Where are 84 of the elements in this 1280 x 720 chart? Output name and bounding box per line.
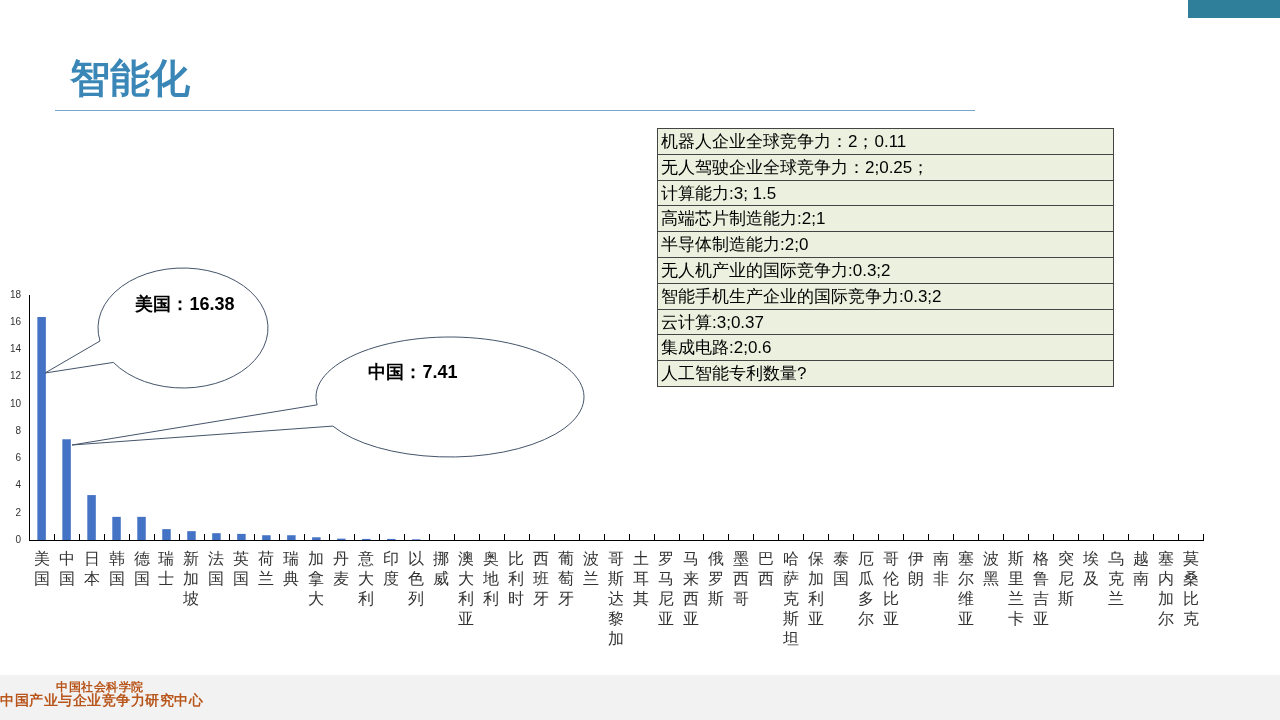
chart-title: 智能化 [70, 55, 190, 102]
x-tick-label: 韩国 [108, 549, 125, 589]
bar [37, 317, 46, 540]
x-tick-label: 哈萨克斯坦 [781, 549, 799, 649]
bar [212, 533, 221, 540]
bar [262, 535, 271, 540]
y-tick-label: 12 [10, 370, 22, 382]
bar [162, 529, 171, 540]
bar [287, 535, 296, 540]
bar [137, 516, 146, 540]
x-tick-label: 哥斯达黎加 [608, 549, 625, 649]
annotation: 中国：7.41 [368, 361, 458, 382]
text: 半导体制造能力:2;0 [661, 235, 809, 255]
x-tick-label: 伊朗 [907, 549, 924, 589]
text: 中国产业与企业竞争力研究中心 [0, 692, 203, 708]
x-tick-label: 以色列 [408, 549, 425, 609]
x-tick-label: 新加坡 [182, 549, 200, 609]
x-tick-label: 马来西亚 [682, 549, 699, 629]
text: 机器人企业全球竞争力：2；0.11 [661, 132, 907, 151]
text: 无人驾驶企业全球竞争力：2;0.25； [661, 157, 930, 177]
x-tick-label: 巴西 [757, 549, 774, 589]
x-tick-label: 波黑 [982, 549, 999, 589]
annotation: 美国：16.38 [134, 293, 235, 314]
x-tick-label: 俄罗斯 [707, 549, 724, 609]
annotation: 智能手机生产企业的国际竞争力:0.3;2 [658, 282, 1113, 309]
x-tick-label: 英国 [233, 549, 250, 589]
x-tick-label: 塞内加尔 [1157, 549, 1174, 629]
y-tick-label: 4 [15, 479, 22, 491]
x-tick-label: 瑞典 [283, 549, 300, 589]
x-tick-label: 加拿大 [308, 549, 325, 609]
annotation: 人工智能专利数量? [658, 360, 1113, 386]
x-tick-label: 挪威 [433, 549, 450, 589]
x-tick-label: 哥伦比亚 [882, 549, 899, 629]
x-tick-label: 西班牙 [533, 549, 550, 609]
x-tick-label: 突尼斯 [1057, 549, 1074, 609]
x-tick-label: 印度 [383, 549, 400, 589]
bar [312, 537, 321, 540]
y-tick-label: 2 [15, 506, 22, 518]
y-tick-label: 16 [10, 315, 22, 327]
x-tick-label: 埃及 [1081, 549, 1099, 589]
x-tick-label: 意大利 [357, 549, 375, 609]
x-tick-label: 丹麦 [333, 549, 350, 589]
y-tick-label: 6 [15, 452, 22, 464]
annotation: 云计算:3;0.37 [658, 308, 1113, 335]
x-tick-label: 瑞士 [158, 549, 175, 589]
text: 计算能力:3; 1.5 [661, 183, 777, 203]
x-tick-label: 中国 [58, 549, 75, 589]
x-tick-label: 保加利亚 [807, 549, 824, 629]
x-tick-label: 莫桑比克 [1182, 549, 1199, 629]
annotation: 集成电路:2;0.6 [658, 334, 1113, 361]
x-tick-label: 澳大利亚 [458, 549, 475, 629]
bar [112, 516, 121, 540]
bar [187, 531, 196, 540]
x-tick-label: 塞尔维亚 [957, 549, 974, 629]
x-tick-label: 波兰 [583, 549, 600, 589]
y-tick-label: 18 [10, 288, 22, 300]
x-tick-label: 美国 [33, 549, 50, 589]
text: 高端芯片制造能力:2;1 [661, 209, 826, 229]
x-tick-label: 日本 [83, 549, 100, 589]
x-tick-label: 泰国 [832, 549, 849, 589]
x-tick-label: 南非 [932, 549, 949, 589]
text: 中国社会科学院 [56, 680, 144, 694]
y-tick-label: 14 [10, 343, 22, 355]
y-tick-label: 8 [15, 424, 22, 436]
x-tick-label: 越南 [1132, 549, 1149, 589]
x-tick-label: 墨西哥 [732, 549, 749, 609]
x-tick-label: 法国 [208, 549, 225, 589]
y-tick-label: 0 [15, 533, 22, 545]
x-tick-label: 葡萄牙 [558, 549, 575, 609]
x-tick-label: 德国 [133, 549, 150, 589]
bar [237, 533, 246, 540]
x-tick-label: 斯里兰卡 [1007, 549, 1024, 629]
y-tick-label: 10 [10, 397, 22, 409]
x-tick-label: 土耳其 [633, 549, 650, 609]
x-tick-label: 格鲁吉亚 [1031, 549, 1049, 629]
x-tick-label: 奥地利 [482, 549, 500, 609]
x-tick-label: 厄瓜多尔 [857, 549, 874, 629]
text: 无人机产业的国际竞争力:0.3;2 [661, 260, 891, 280]
x-tick-label: 乌克兰 [1107, 549, 1124, 609]
x-tick-label: 比利时 [508, 549, 525, 609]
bar [62, 439, 71, 540]
x-tick-label: 荷兰 [258, 549, 275, 589]
bar [87, 495, 96, 540]
x-tick-label: 罗马尼亚 [658, 549, 675, 629]
